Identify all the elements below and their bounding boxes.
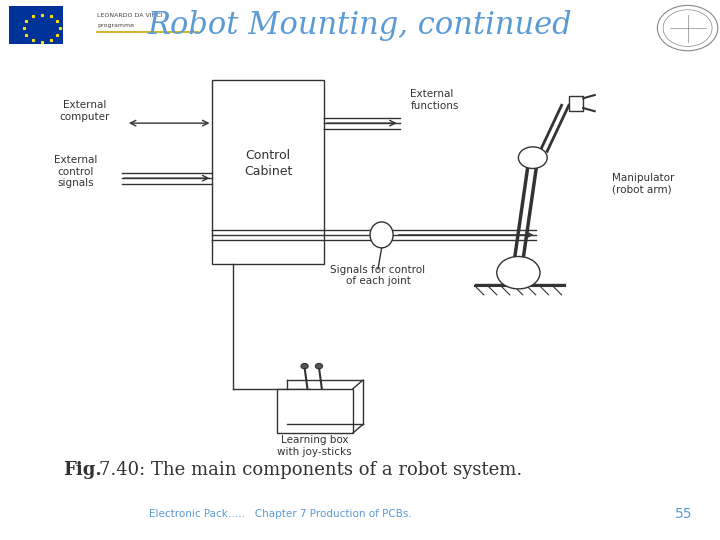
Circle shape: [301, 363, 308, 369]
Text: LEONARDO DA VINCI: LEONARDO DA VINCI: [97, 12, 163, 18]
Text: External
computer: External computer: [60, 100, 110, 122]
Circle shape: [518, 147, 547, 168]
Bar: [569, 96, 583, 111]
Ellipse shape: [370, 222, 393, 248]
Text: Signals for control
of each joint: Signals for control of each joint: [330, 265, 426, 286]
Text: programme: programme: [97, 23, 134, 29]
Text: Fig.: Fig.: [63, 461, 102, 479]
Text: 7.40: The main components of a robot system.: 7.40: The main components of a robot sys…: [99, 461, 523, 479]
Text: External
functions: External functions: [410, 89, 459, 111]
Text: Control: Control: [246, 149, 291, 162]
Text: Manipulator
(robot arm): Manipulator (robot arm): [612, 173, 675, 194]
Bar: [212, 80, 324, 264]
Text: Robot Mounting, continued: Robot Mounting, continued: [148, 10, 572, 42]
Text: Cabinet: Cabinet: [244, 165, 292, 178]
Bar: [9, 6, 63, 44]
Circle shape: [315, 363, 323, 369]
Text: Learning box
with joy-sticks: Learning box with joy-sticks: [277, 435, 352, 457]
Text: External
control
signals: External control signals: [54, 155, 97, 188]
Text: 55: 55: [675, 507, 693, 521]
Text: Electronic Pack…..   Chapter 7 Production of PCBs.: Electronic Pack….. Chapter 7 Production …: [150, 509, 412, 519]
Bar: [277, 389, 353, 433]
Circle shape: [497, 256, 540, 289]
